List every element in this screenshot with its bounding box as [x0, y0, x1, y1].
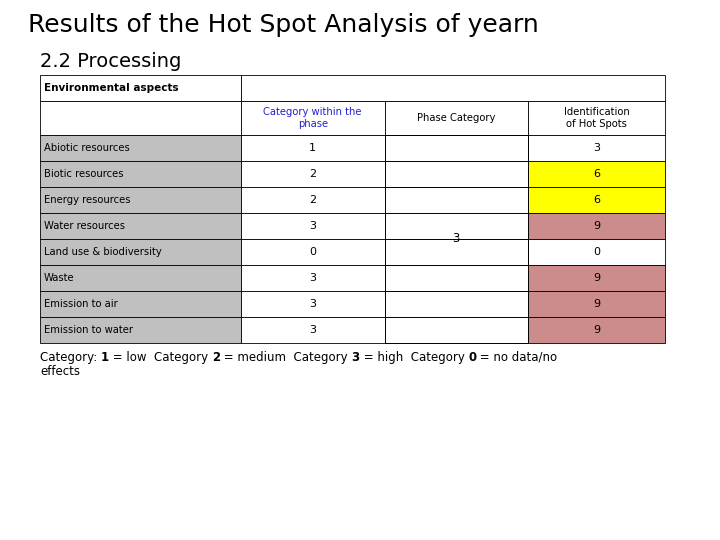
Text: 3: 3 [310, 325, 316, 335]
Text: Water resources: Water resources [44, 221, 125, 231]
Bar [384, 187, 528, 213]
Text: 1: 1 [101, 351, 109, 364]
Text: 0: 0 [468, 351, 477, 364]
Text: 2: 2 [212, 351, 220, 364]
Text: 3: 3 [310, 221, 316, 231]
Text: Environmental aspects: Environmental aspects [44, 83, 179, 93]
Text: = low  Category: = low Category [109, 351, 212, 364]
Bar [241, 75, 665, 101]
Bar [528, 187, 665, 213]
Text: Emission to water: Emission to water [44, 325, 133, 335]
Text: 3: 3 [310, 299, 316, 309]
Bar [384, 317, 528, 343]
Text: Emission to air: Emission to air [44, 299, 118, 309]
Bar [384, 135, 528, 343]
Bar [40, 135, 241, 161]
Bar [528, 135, 665, 161]
Bar [384, 161, 528, 187]
Bar [384, 239, 528, 265]
Text: 2.2 Processing: 2.2 Processing [40, 52, 181, 71]
Bar [241, 239, 384, 265]
Bar [40, 101, 241, 135]
Bar [528, 213, 665, 239]
Bar [40, 75, 241, 101]
Text: Identification
of Hot Spots: Identification of Hot Spots [564, 107, 629, 129]
Bar [528, 161, 665, 187]
Text: 3: 3 [351, 351, 359, 364]
Bar [384, 101, 528, 135]
Text: 3: 3 [593, 143, 600, 153]
Text: 2: 2 [309, 195, 316, 205]
Text: 9: 9 [593, 273, 600, 283]
Text: 3: 3 [453, 233, 460, 246]
Text: 2: 2 [309, 169, 316, 179]
Text: 9: 9 [593, 221, 600, 231]
Text: Land use & biodiversity: Land use & biodiversity [44, 247, 162, 257]
Bar [528, 317, 665, 343]
Text: Category within the
phase: Category within the phase [264, 107, 362, 129]
Bar [384, 213, 528, 239]
Text: effects: effects [40, 365, 80, 378]
Bar [40, 161, 241, 187]
Bar [241, 101, 384, 135]
Text: Abiotic resources: Abiotic resources [44, 143, 130, 153]
Text: 6: 6 [593, 169, 600, 179]
Text: 9: 9 [593, 325, 600, 335]
Bar [40, 213, 241, 239]
Bar [241, 161, 384, 187]
Text: 9: 9 [593, 299, 600, 309]
Text: Waste: Waste [44, 273, 75, 283]
Bar [528, 239, 665, 265]
Text: Category:: Category: [40, 351, 101, 364]
Bar [241, 265, 384, 291]
Bar [40, 187, 241, 213]
Bar [241, 135, 384, 161]
Bar [528, 101, 665, 135]
Text: = high  Category: = high Category [359, 351, 468, 364]
Text: = no data/no: = no data/no [477, 351, 557, 364]
Text: 3: 3 [310, 273, 316, 283]
Text: Results of the Hot Spot Analysis of yearn: Results of the Hot Spot Analysis of year… [28, 13, 539, 37]
Bar [384, 135, 528, 161]
Text: Phase Category: Phase Category [417, 113, 495, 123]
Bar [384, 291, 528, 317]
Text: 0: 0 [593, 247, 600, 257]
Text: Energy resources: Energy resources [44, 195, 130, 205]
Bar [241, 187, 384, 213]
Text: 1: 1 [310, 143, 316, 153]
Bar [40, 317, 241, 343]
Bar [528, 291, 665, 317]
Bar [241, 291, 384, 317]
Bar [528, 265, 665, 291]
Bar [40, 265, 241, 291]
Bar [40, 291, 241, 317]
Bar [384, 265, 528, 291]
Text: 0: 0 [310, 247, 316, 257]
Text: = medium  Category: = medium Category [220, 351, 351, 364]
Text: Biotic resources: Biotic resources [44, 169, 124, 179]
Bar [40, 239, 241, 265]
Bar [241, 213, 384, 239]
Bar [241, 317, 384, 343]
Text: 6: 6 [593, 195, 600, 205]
